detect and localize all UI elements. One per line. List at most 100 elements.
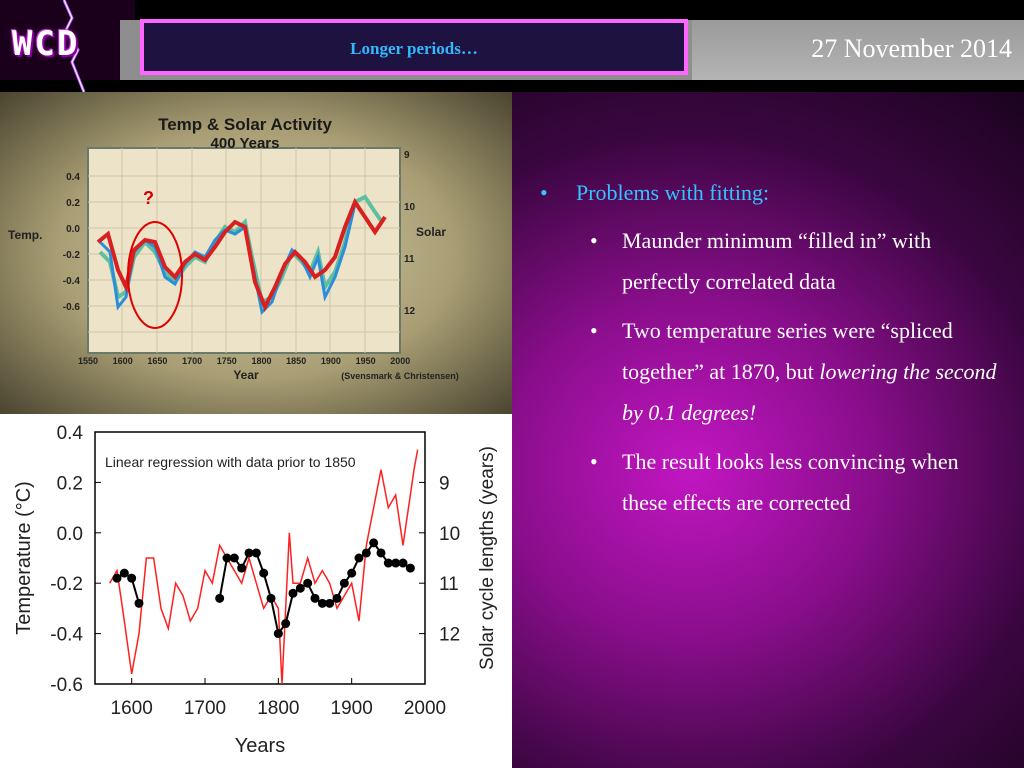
- y-axis-label: Temperature (°C): [13, 481, 35, 635]
- top-y-tick-label: 0.0: [66, 224, 80, 235]
- x-axis-label: Years: [235, 735, 285, 757]
- solar-data-point: [354, 553, 364, 563]
- top-chart-svg: ? Temp & Solar Activity 400 Years Temp. …: [8, 115, 459, 382]
- top-y-tick-label: 0.4: [66, 172, 80, 183]
- top-x-tick-label: 1900: [321, 356, 341, 366]
- top-right-tick-label: 11: [404, 254, 415, 265]
- date-bar: 27 November 2014: [692, 20, 1024, 80]
- y2-axis-label: Solar cycle lengths (years): [477, 446, 498, 670]
- top-x-tick-label: 2000: [390, 356, 410, 366]
- chart-annotation: Linear regression with data prior to 185…: [105, 454, 356, 470]
- top-x-tick-label: 1750: [217, 356, 237, 366]
- lightning-icon: [62, 0, 86, 92]
- top-x-tick-label: 1600: [113, 356, 133, 366]
- bullet-item-2-text: Two temperature series were “spliced tog…: [622, 318, 953, 384]
- solar-temp-photo: ? Temp & Solar Activity 400 Years Temp. …: [0, 92, 512, 414]
- solar-data-point: [310, 593, 320, 603]
- solar-data-point: [376, 548, 386, 558]
- top-right-tick-label: 10: [404, 202, 416, 213]
- title-box: Longer periods…: [140, 19, 688, 75]
- bullet-list: Problems with fitting: Maunder minimum “…: [536, 180, 1006, 531]
- bullet-item-2-italic: lowering the second by 0.1 degrees!: [622, 359, 997, 425]
- solar-data-point: [383, 558, 393, 568]
- solar-data-point: [281, 619, 291, 629]
- y2-tick-labels: 9 10 11 12: [419, 473, 460, 646]
- solar-data-point: [244, 548, 254, 558]
- x-tick-label: 1800: [257, 698, 299, 719]
- solar-data-point: [273, 629, 283, 639]
- bullet-item-2: Two temperature series were “spliced tog…: [536, 310, 1006, 433]
- solar-data-point: [303, 578, 313, 588]
- top-x-tick-label: 1850: [286, 356, 306, 366]
- y-tick-label: 0.2: [57, 473, 83, 494]
- solar-data-point: [405, 563, 415, 573]
- logo-area: WCD: [0, 0, 135, 92]
- top-y-tick-label: -0.4: [63, 276, 81, 287]
- solar-data-point: [215, 593, 225, 603]
- top-x-tick-label: 1700: [182, 356, 202, 366]
- slide-title: Longer periods…: [350, 39, 478, 58]
- solar-data-point: [127, 573, 137, 583]
- top-right-tick-label: 9: [404, 150, 410, 161]
- y-tick-label: -0.4: [50, 625, 83, 646]
- solar-data-point: [295, 583, 305, 593]
- solar-data-point: [266, 593, 276, 603]
- maunder-minimum-circle: [127, 221, 183, 329]
- top-x-tick-label: 1950: [356, 356, 376, 366]
- y-tick-label: -0.6: [50, 675, 83, 696]
- solar-data-point: [222, 553, 232, 563]
- x-tick-label: 1900: [331, 698, 373, 719]
- bullet-item-1: Maunder minimum “filled in” with perfect…: [536, 220, 1006, 302]
- y2-tick-label: 10: [439, 524, 460, 545]
- solar-data-point: [134, 598, 144, 608]
- x-tick-labels: 1600 1700 1800 1900 2000: [111, 678, 446, 719]
- solar-data-point: [259, 568, 269, 578]
- top-chart-right-ticks: 9 10 11 12: [404, 150, 416, 317]
- slide-date: 27 November 2014: [811, 34, 1012, 63]
- top-chart-x-ticks: 1550 1600 1650 1700 1750 1800 1850 1900 1950 2000: [78, 356, 410, 366]
- solar-data-point: [229, 553, 239, 563]
- top-x-tick-label: 1550: [78, 356, 98, 366]
- y-tick-labels: 0.4 0.2 0.0 -0.2 -0.4 -0.6: [50, 423, 101, 696]
- top-x-tick-label: 1800: [251, 356, 271, 366]
- x-tick-label: 1700: [184, 698, 226, 719]
- top-chart-title-1: Temp & Solar Activity: [158, 115, 332, 134]
- solar-data-point: [119, 568, 129, 578]
- question-mark: ?: [143, 188, 154, 208]
- solar-data-point: [325, 598, 335, 608]
- top-chart-y-ticks: 0.4 0.2 0.0 -0.2 -0.4 -0.6: [63, 172, 81, 313]
- top-y-tick-label: 0.2: [66, 198, 80, 209]
- solar-data-point: [317, 598, 327, 608]
- temperature-series-line: [109, 449, 419, 685]
- y2-tick-label: 12: [439, 625, 460, 646]
- top-right-tick-label: 12: [404, 306, 416, 317]
- top-chart-xlabel: Year: [233, 368, 259, 382]
- top-chart-grid: [88, 148, 400, 353]
- top-y-tick-label: -0.2: [63, 250, 81, 261]
- solar-data-point: [361, 548, 371, 558]
- x-tick-label: 1600: [111, 698, 153, 719]
- top-chart-credit: (Svensmark & Christensen): [341, 371, 459, 381]
- top-chart-right-label: Solar: [416, 225, 446, 239]
- solar-data-point: [339, 578, 349, 588]
- top-chart-red-line: [96, 197, 387, 312]
- bullet-heading: Problems with fitting:: [536, 180, 1006, 206]
- top-x-tick-label: 1650: [147, 356, 167, 366]
- solar-data-point: [391, 558, 401, 568]
- bullet-item-3: The result looks less convincing when th…: [536, 441, 1006, 523]
- regression-chart-svg: Linear regression with data prior to 185…: [13, 423, 498, 757]
- y-tick-label: 0.0: [57, 524, 83, 545]
- solar-data-point: [369, 538, 379, 548]
- series-group: [109, 449, 419, 685]
- top-y-tick-label: -0.6: [63, 302, 81, 313]
- logo-text: WCD: [12, 24, 80, 64]
- solar-data-point: [347, 568, 357, 578]
- y2-tick-label: 9: [439, 473, 450, 494]
- top-chart-left-label: Temp.: [8, 228, 42, 242]
- top-chart-title-2: 400 Years: [211, 135, 280, 152]
- solar-data-point: [332, 593, 342, 603]
- regression-chart: Linear regression with data prior to 185…: [0, 414, 512, 768]
- y-tick-label: -0.2: [50, 574, 83, 595]
- solar-data-point: [112, 573, 122, 583]
- solar-data-point: [288, 588, 298, 598]
